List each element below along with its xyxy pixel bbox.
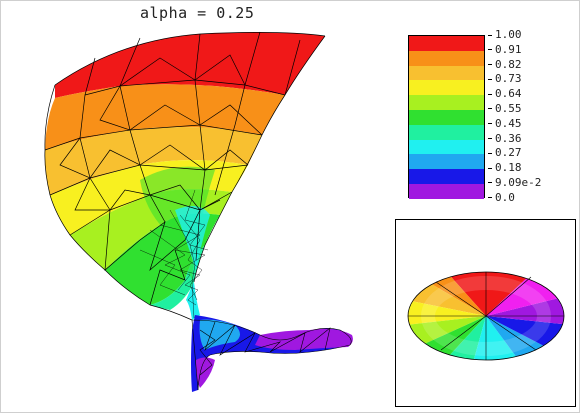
band-ribbon-skyblue	[199, 319, 240, 350]
legend-label: 0.55	[488, 102, 568, 117]
ribbon-mesh-lines	[191, 319, 352, 391]
surface-bands	[44, 32, 353, 392]
legend-label: 0.82	[488, 58, 568, 73]
band-ribbon-magenta	[195, 357, 215, 388]
legend-label: 0.18	[488, 161, 568, 176]
legend-label: 0.36	[488, 132, 568, 147]
legend-label: 0.73	[488, 72, 568, 87]
plot-title: alpha = 0.25	[140, 4, 255, 22]
legend-swatch	[409, 50, 484, 66]
legend-swatch	[409, 95, 484, 110]
legend-swatch	[409, 65, 484, 81]
legend-swatch	[409, 169, 484, 184]
surface-mesh-lines	[44, 31, 326, 321]
dense-mesh	[139, 189, 209, 319]
legend-swatch	[409, 80, 484, 96]
legend-label: 0.0	[488, 191, 568, 206]
band-gold	[44, 126, 262, 195]
legend-label: 0.27	[488, 146, 568, 161]
band-ribbon-purple	[255, 328, 353, 350]
legend-labels: 1.00 0.91 0.82 0.73 0.64 0.55 0.45 0.36 …	[488, 28, 568, 206]
legend-swatch	[409, 124, 484, 140]
band-orange	[45, 84, 285, 150]
legend-swatch	[409, 183, 484, 199]
legend-colorbar	[408, 35, 485, 199]
band-red	[55, 32, 325, 98]
legend-swatch	[409, 154, 484, 170]
legend-label: 0.64	[488, 87, 568, 102]
legend-swatch	[409, 36, 484, 51]
legend-swatch	[409, 109, 484, 125]
legend-label: 0.45	[488, 117, 568, 132]
legend-label: 0.91	[488, 43, 568, 58]
band-inner-cyan	[175, 206, 210, 270]
legend-label: 9.09e-2	[488, 176, 568, 191]
legend-swatch	[409, 139, 484, 155]
inset-disk-panel	[395, 219, 576, 407]
inset-disk	[407, 271, 565, 361]
legend-label: 1.00	[488, 28, 568, 43]
